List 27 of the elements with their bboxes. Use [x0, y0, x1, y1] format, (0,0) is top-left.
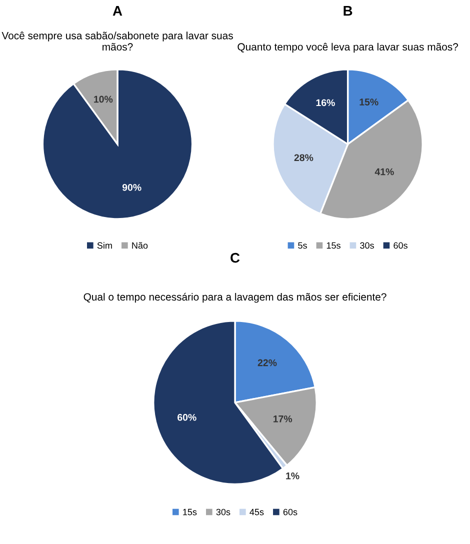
- chart-subtitle: Você sempre usa sabão/sabonete para lavar suas mãos?: [2, 32, 233, 51]
- chart-subtitle: Qual o tempo necessário para a lavagem das mãos ser eficiente?: [84, 292, 386, 303]
- legend-label: 15s: [183, 508, 197, 516]
- data-label: 60%: [178, 414, 196, 421]
- data-label: 28%: [294, 154, 314, 162]
- data-label: 16%: [316, 99, 335, 106]
- pie-slice: [42, 68, 194, 220]
- chart-title: B: [344, 6, 352, 16]
- legend-label: 60s: [283, 508, 298, 516]
- legend-label: 15s: [326, 242, 340, 249]
- legend-label: Não: [132, 242, 148, 249]
- legend-label: 30s: [360, 242, 374, 249]
- legend-label: 5s: [298, 242, 307, 249]
- data-label: 10%: [94, 96, 113, 103]
- legend-label: Sim: [97, 242, 112, 249]
- data-label: 1%: [286, 472, 300, 480]
- data-label: 15%: [360, 98, 378, 106]
- legend-label: 30s: [216, 508, 230, 516]
- chart-subtitle: Quanto tempo você leva para lavar suas mãos?: [238, 42, 458, 53]
- data-label: 41%: [374, 168, 394, 176]
- data-label: 17%: [273, 415, 292, 422]
- data-label: 22%: [258, 359, 277, 366]
- data-label: 90%: [122, 184, 142, 191]
- legend-label: 45s: [250, 508, 264, 516]
- legend-label: 60s: [394, 242, 408, 249]
- chart-title: C: [230, 252, 240, 263]
- chart-title: A: [112, 6, 122, 16]
